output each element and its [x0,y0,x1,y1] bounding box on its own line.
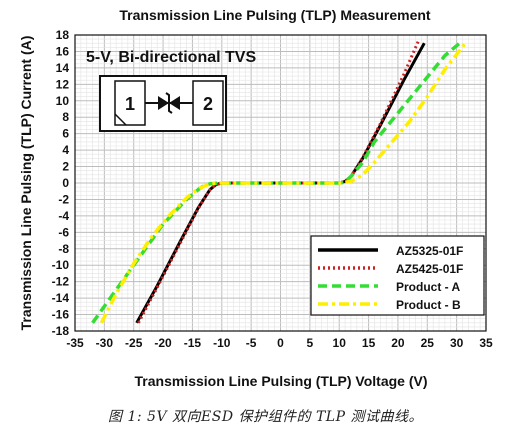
x-tick-label: -35 [66,336,84,350]
x-tick-label: 0 [277,336,284,350]
y-tick-label: 0 [62,176,69,190]
y-tick-label: 18 [56,28,70,42]
y-axis-label: Transmission Line Pulsing (TLP) Current … [18,36,34,331]
plot-border [74,34,487,332]
tvs-symbol-right-icon [169,96,180,110]
tlp-chart: Transmission Line Pulsing (TLP) Measurem… [18,7,493,389]
x-tick-label: -10 [213,336,231,350]
tvs-bar-icon [165,92,173,114]
series-line-3 [91,41,461,324]
x-tick-label: 10 [333,336,347,350]
y-tick-label: 12 [56,77,70,91]
tick-labels: -35 -30 -25 -20 -15 -10 -5 0 5 10 15 20 25 30 35-18-16… [52,28,493,350]
pin1-notch [114,113,127,126]
y-tick-label: -2 [58,192,69,206]
subtitle: 5-V, Bi-directional TVS [86,49,256,66]
legend-label-3: Product - A [396,280,461,294]
x-tick-label: 20 [391,336,405,350]
x-tick-label: -30 [96,336,114,350]
y-tick-label: 6 [62,127,69,141]
y-tick-label: -10 [52,258,70,272]
tvs-symbol-left-icon [158,96,169,110]
series-line-4 [99,42,467,324]
x-tick-label: 35 [479,336,493,350]
series-layer [91,40,467,324]
x-tick-label: 5 [307,336,314,350]
y-tick-label: -6 [58,225,69,239]
legend-label-4: Product - B [396,298,461,312]
y-tick-label: 16 [56,44,70,58]
y-tick-label: -18 [52,324,70,338]
y-tick-label: 2 [62,160,69,174]
legend: AZ5325-01F AZ5425-01F Product - A Product -… [310,235,485,316]
pin1-label: 1 [125,94,135,114]
x-tick-label: -25 [125,336,143,350]
x-tick-label: -5 [246,336,257,350]
chart-title: Transmission Line Pulsing (TLP) Measurem… [119,7,431,23]
axis-frame [74,34,487,332]
y-tick-label: -12 [52,275,70,289]
device-inset: 1 2 [99,75,227,132]
pin2-box [192,80,224,126]
x-tick-label: 15 [362,336,376,350]
y-tick-label: 10 [56,94,70,108]
y-tick-label: -14 [52,291,70,305]
y-tick-label: 8 [62,110,69,124]
legend-label-1: AZ5325-01F [396,244,463,258]
y-tick-label: 14 [56,61,70,75]
x-tick-label: 25 [421,336,435,350]
y-tick-label: 4 [62,143,69,157]
pin2-label: 2 [203,94,213,114]
x-tick-label: -20 [154,336,172,350]
x-axis-label: Transmission Line Pulsing (TLP) Voltage … [135,373,428,389]
x-tick-label: -15 [184,336,202,350]
y-tick-label: -4 [58,209,69,223]
y-tick-label: -16 [52,308,70,322]
figure-caption: 图 1: 5V 双向ESD 保护组件的 TLP 测试曲线。 [108,409,423,425]
y-tick-label: -8 [58,242,69,256]
legend-label-2: AZ5425-01F [396,262,463,276]
x-tick-label: 30 [450,336,464,350]
